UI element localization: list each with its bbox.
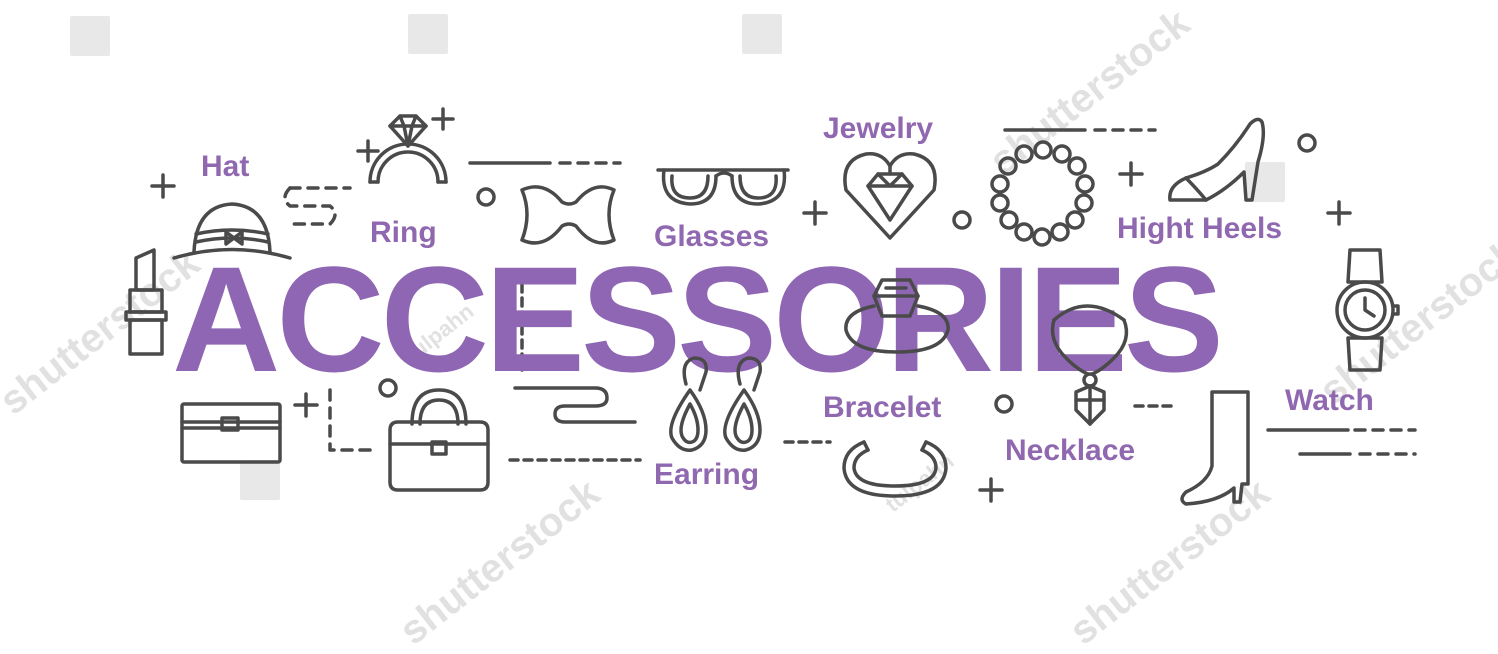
label-ring: Ring bbox=[370, 216, 437, 249]
heart-gem-icon bbox=[843, 152, 937, 240]
lipstick-icon bbox=[124, 248, 168, 356]
label-bracelet: Bracelet bbox=[823, 391, 942, 424]
boot-icon bbox=[1180, 390, 1250, 506]
bangle-icon bbox=[842, 440, 948, 498]
label-necklace: Necklace bbox=[1005, 434, 1136, 467]
label-watch: Watch bbox=[1285, 384, 1374, 417]
watermark-logo-2 bbox=[408, 14, 448, 54]
pearl-bracelet-icon bbox=[990, 140, 1095, 247]
watermark-logo-3 bbox=[742, 14, 782, 54]
decor-lines bbox=[150, 107, 1417, 503]
bow-icon bbox=[520, 185, 616, 245]
jewelry-box-icon bbox=[180, 402, 282, 464]
label-jewelry: Jewelry bbox=[823, 112, 934, 145]
high-heel-icon bbox=[1168, 117, 1266, 202]
handbag-icon bbox=[388, 388, 490, 492]
label-hight-heels: Hight Heels bbox=[1117, 212, 1283, 245]
label-hat: Hat bbox=[201, 150, 250, 183]
ring-icon bbox=[368, 114, 448, 184]
label-glasses: Glasses bbox=[654, 220, 770, 253]
earring-icon bbox=[669, 356, 762, 452]
glasses-icon bbox=[656, 168, 790, 206]
page-title: ACCESSORIES bbox=[172, 235, 1224, 403]
necklace-icon bbox=[1050, 304, 1129, 426]
watermark-logo-4 bbox=[240, 460, 280, 500]
watermark-logo-1 bbox=[70, 16, 110, 56]
gem-ring-icon bbox=[844, 278, 950, 354]
hat-icon bbox=[172, 202, 292, 260]
watch-icon bbox=[1335, 248, 1400, 372]
label-earring: Earring bbox=[654, 458, 760, 491]
